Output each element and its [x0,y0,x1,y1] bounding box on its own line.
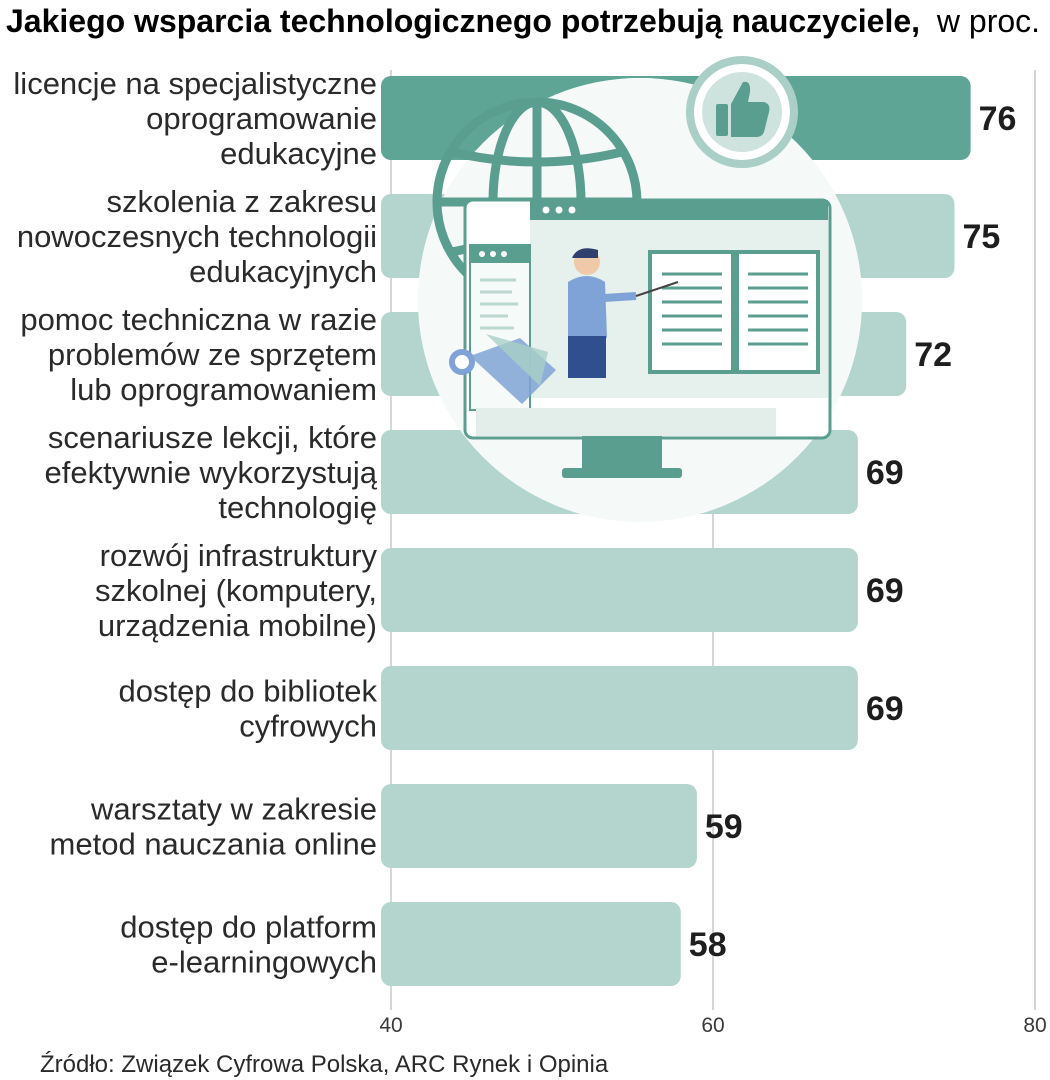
data-label: 59 [705,808,743,846]
category-label: dostęp do bibliotek cyfrowych [118,674,377,744]
chart-title: Jakiego wsparcia technologicznego potrze… [6,3,1040,39]
data-label: 69 [866,572,904,610]
data-label: 69 [866,454,904,492]
chart-subtitle: w proc. [936,3,1040,39]
key-icon [449,334,556,404]
category-label: szkolenia z zakresu nowoczesnych technolo… [17,184,377,289]
data-label: 76 [979,100,1017,138]
open-book-icon [648,250,820,374]
thumbs-up-icon [686,56,798,168]
data-label: 69 [866,690,904,728]
category-label: scenariusze lekcji, które efektywnie wyko… [44,420,377,525]
labels: 76 licencje na specjalistyczne oprogramowa… [13,66,1016,980]
chart-title-bold: Jakiego wsparcia technologicznego potrze… [6,3,920,39]
data-label: 58 [689,926,727,964]
category-label: warsztaty w zakresie metod nauczania onli… [50,792,377,862]
category-label: licencje na specjalistyczne oprogramowani… [13,66,377,171]
tick-labels: 40 60 80 [379,1014,1046,1037]
teacher-icon [568,248,679,378]
category-label: dostęp do platform e-learningowych [120,910,377,980]
bar [381,784,697,868]
source-note: Źródło: Związek Cyfrowa Polska, ARC Ryne… [40,1051,609,1078]
illustration [418,56,862,522]
x-tick-label: 40 [379,1014,402,1037]
bar [381,902,681,986]
x-tick-label: 80 [1023,1014,1046,1037]
data-label: 72 [914,336,952,374]
category-label: rozwój infrastruktury szkolnej (komputery… [95,538,377,643]
bar [381,666,858,750]
x-tick-label: 60 [701,1014,724,1037]
category-label: pomoc techniczna w razie problemów ze spr… [20,302,377,407]
data-label: 75 [963,218,1001,256]
bar [381,548,858,632]
